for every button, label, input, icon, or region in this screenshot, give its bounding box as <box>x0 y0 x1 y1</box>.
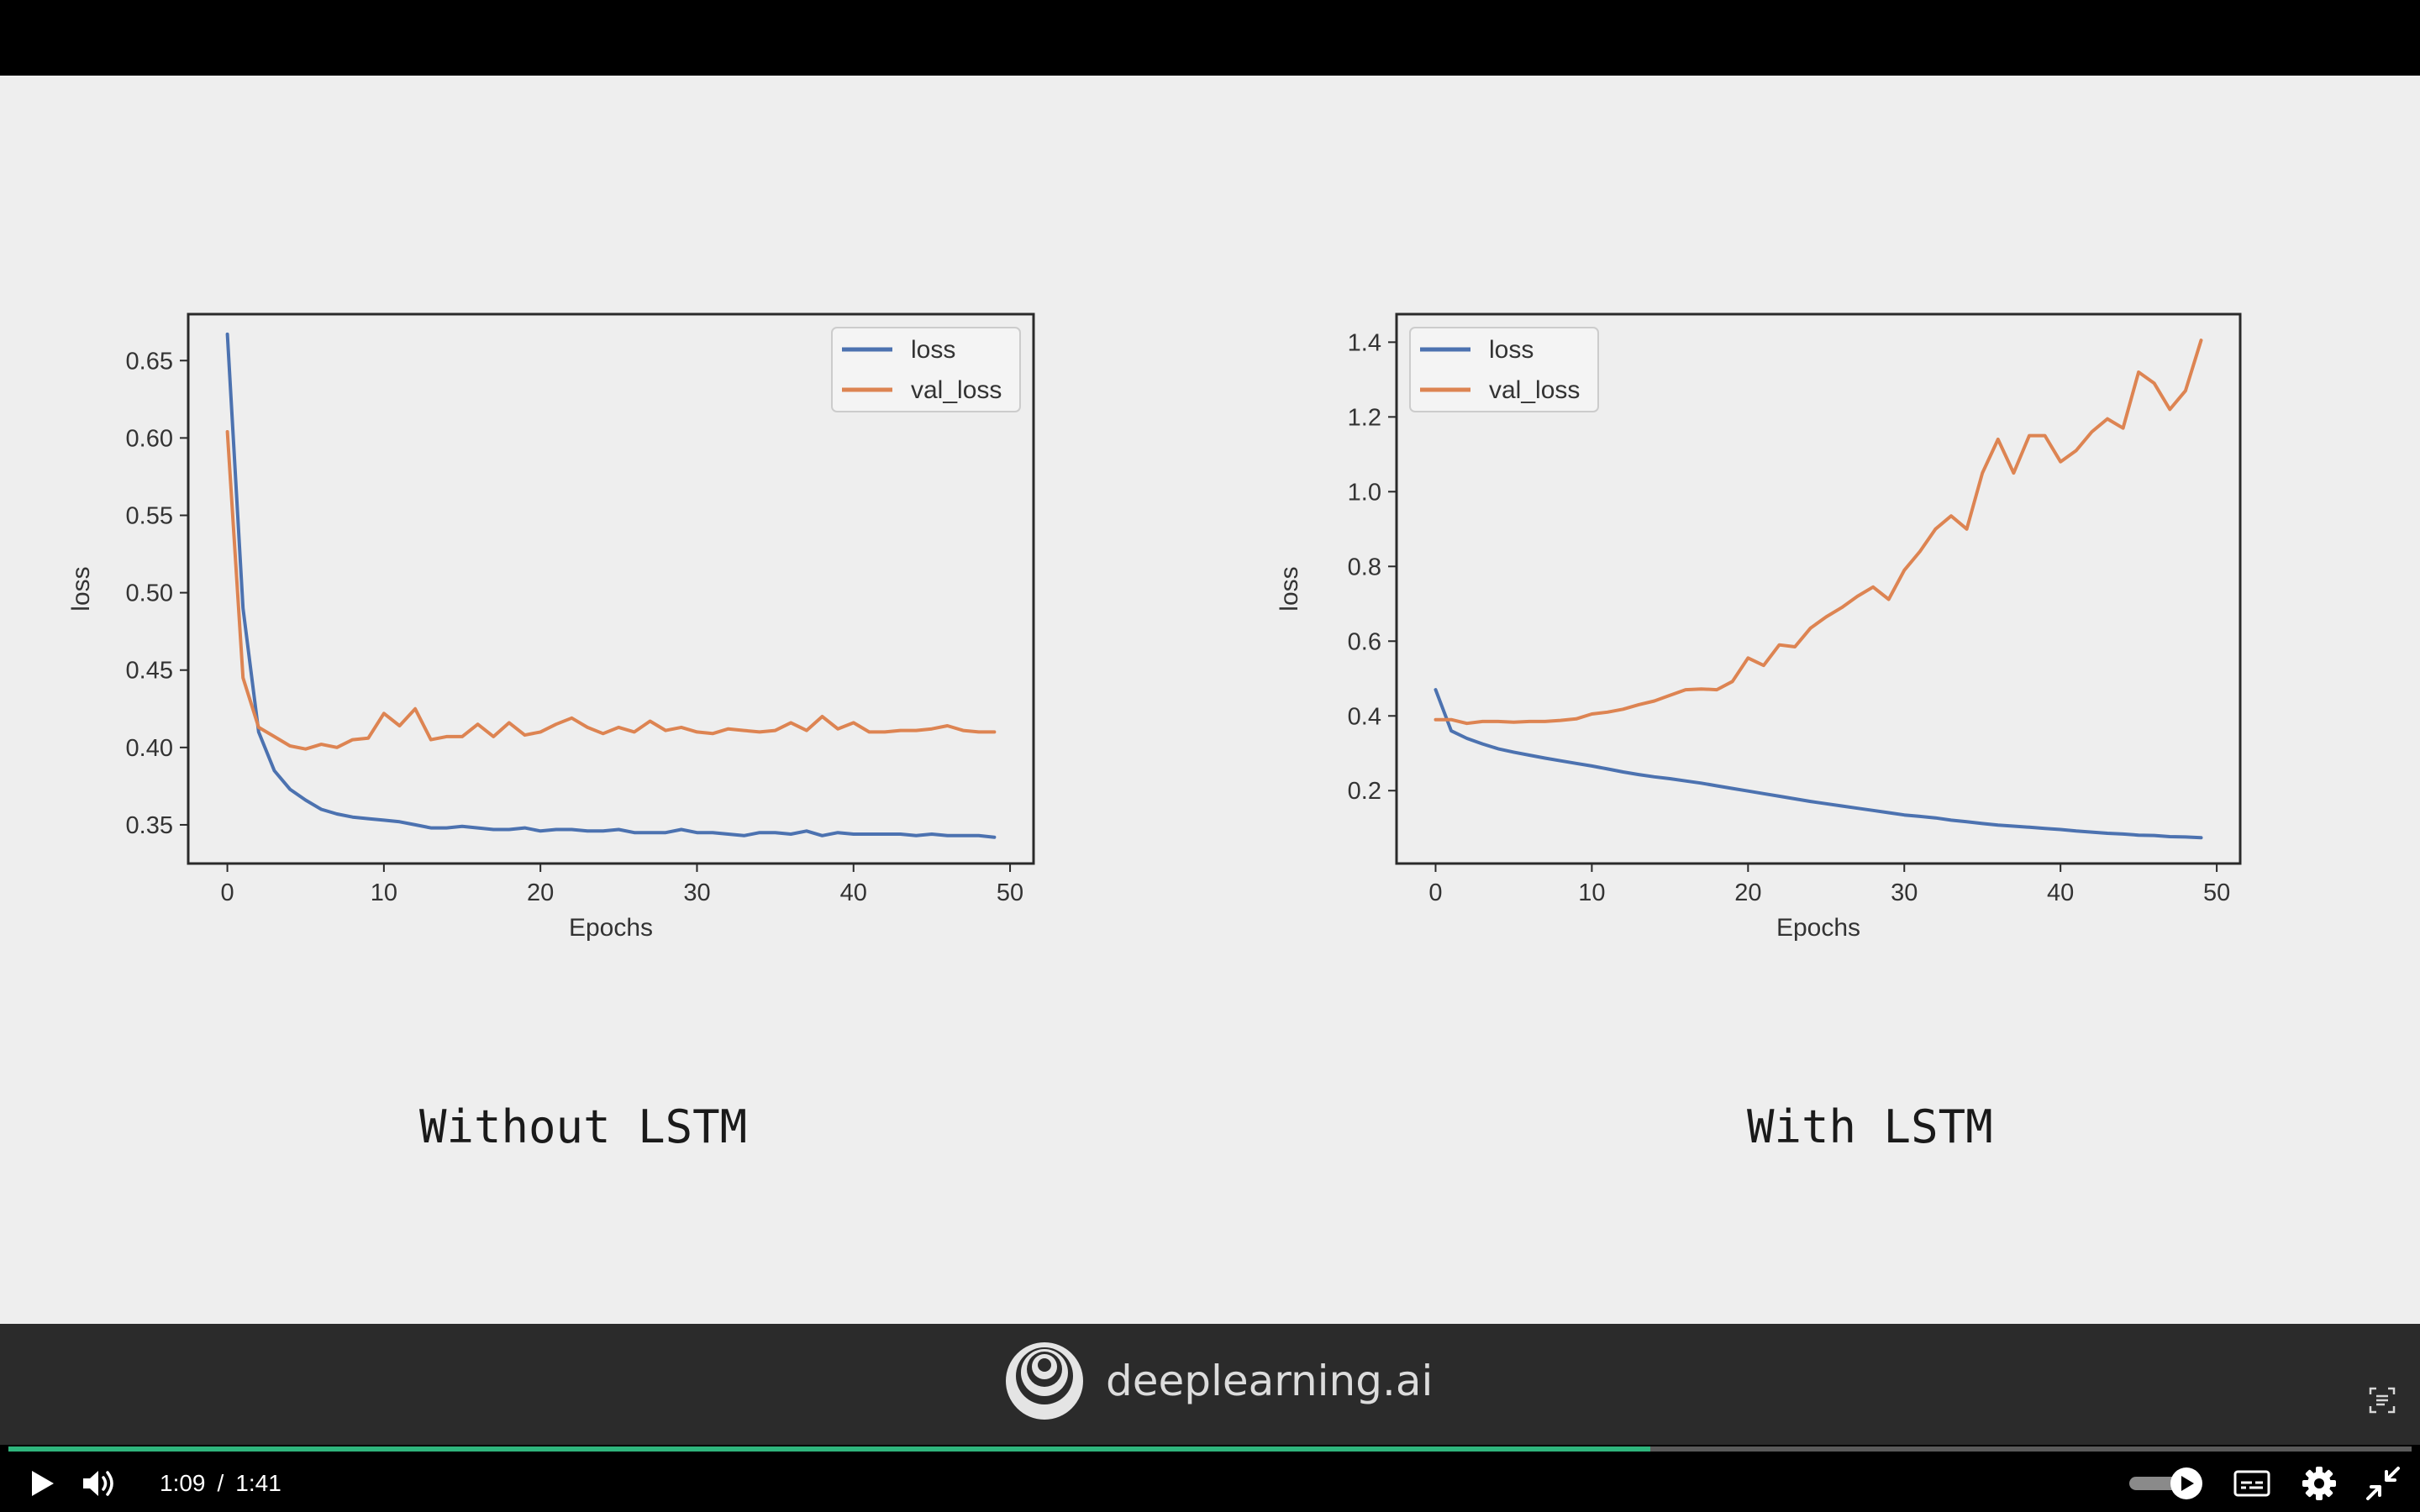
y-axis-label: loss <box>67 566 95 611</box>
play-button[interactable] <box>25 1467 59 1500</box>
legend-label: val_loss <box>1489 376 1580 404</box>
time-display: 1:09 / 1:41 <box>160 1467 281 1500</box>
duration: 1:41 <box>235 1470 281 1496</box>
x-tick-label: 30 <box>1891 879 1918 906</box>
x-tick-label: 10 <box>371 879 397 906</box>
y-axis-label: loss <box>1276 566 1303 611</box>
captions-button[interactable] <box>2232 1467 2272 1500</box>
x-tick-label: 50 <box>997 879 1023 906</box>
y-tick-label: 1.0 <box>1348 479 1381 506</box>
time-separator: / <box>217 1470 224 1496</box>
y-tick-label: 1.4 <box>1348 329 1381 356</box>
series-line-val-loss <box>225 430 997 751</box>
autoplay-toggle-icon <box>2129 1467 2202 1499</box>
caption-without-lstm: Without LSTM <box>419 1100 748 1153</box>
volume-button[interactable] <box>81 1467 119 1500</box>
chart-with-lstm: 0 10 20 30 40 50 0.2 0.4 0.6 0.8 1.0 1.2 1.4 Epochs lo… <box>1276 312 2242 942</box>
x-tick-label: 40 <box>840 879 867 906</box>
y-tick-label: 0.50 <box>126 580 173 607</box>
x-tick-label: 40 <box>2047 879 2074 906</box>
y-tick-label: 0.55 <box>126 502 173 529</box>
play-icon <box>32 1471 54 1496</box>
screenshot-icon[interactable] <box>2368 1386 2396 1415</box>
top-letterbox <box>0 0 2420 76</box>
y-tick-label: 0.2 <box>1348 778 1381 805</box>
current-time: 1:09 <box>160 1470 206 1496</box>
progress-bar-fill <box>8 1446 1650 1452</box>
x-tick-label: 0 <box>221 879 234 906</box>
y-tick-label: 0.4 <box>1348 703 1381 730</box>
legend-label: loss <box>1489 336 1534 364</box>
legend-label: loss <box>911 336 955 364</box>
settings-button[interactable] <box>2301 1465 2338 1502</box>
series-line-loss <box>225 332 997 839</box>
exit-fullscreen-button[interactable] <box>2365 1465 2402 1502</box>
captions-icon <box>2233 1470 2270 1497</box>
autoplay-toggle[interactable] <box>2128 1467 2208 1500</box>
x-tick-label: 20 <box>527 879 554 906</box>
caption-with-lstm: With LSTM <box>1747 1100 1993 1153</box>
chart-without-lstm: 0 10 20 30 40 50 0.35 0.40 0.45 0.50 0.55 0.60 0.65 E… <box>67 312 1035 942</box>
x-tick-label: 20 <box>1734 879 1761 906</box>
deeplearning-logo-icon <box>1006 1342 1083 1420</box>
y-tick-label: 0.45 <box>126 658 173 685</box>
x-axis-label: Epochs <box>569 914 653 942</box>
exit-fullscreen-icon <box>2366 1467 2400 1500</box>
progress-bar[interactable] <box>8 1446 2412 1452</box>
y-tick-label: 0.35 <box>126 812 173 839</box>
brand-name: deeplearning.ai <box>1106 1357 1434 1405</box>
y-tick-label: 0.60 <box>126 425 173 452</box>
brand-bar <box>0 1324 2420 1445</box>
x-tick-label: 10 <box>1578 879 1605 906</box>
y-tick-label: 0.8 <box>1348 554 1381 580</box>
x-axis-label: Epochs <box>1776 914 1860 942</box>
settings-gear-icon <box>2302 1467 2336 1500</box>
volume-icon <box>83 1471 113 1496</box>
y-tick-label: 0.6 <box>1348 628 1381 655</box>
video-controls-bar <box>0 1445 2420 1512</box>
series-line-val-loss <box>1434 339 2203 726</box>
y-tick-label: 1.2 <box>1348 404 1381 431</box>
y-tick-label: 0.40 <box>126 735 173 762</box>
x-tick-label: 0 <box>1428 879 1442 906</box>
x-tick-label: 30 <box>683 879 710 906</box>
x-tick-label: 50 <box>2203 879 2230 906</box>
y-tick-label: 0.65 <box>126 348 173 375</box>
legend-label: val_loss <box>911 376 1002 404</box>
series-line-loss <box>1434 688 2203 840</box>
